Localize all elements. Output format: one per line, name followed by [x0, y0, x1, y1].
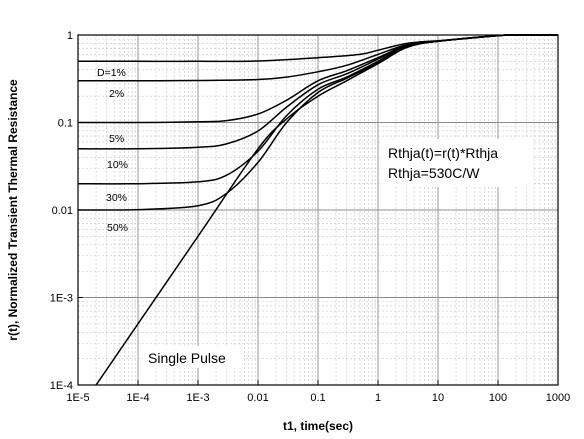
y-tick-label: 1: [67, 30, 73, 42]
curve-label-d2: 2%: [109, 88, 124, 100]
x-tick-label: 10: [432, 392, 444, 404]
formula-line-2: Rthja=530C/W: [388, 165, 480, 181]
curve-label-d50: 50%: [107, 222, 128, 234]
y-axis-title: r(t), Normalized Transient Thermal Resis…: [6, 79, 20, 341]
curve-label-d10: 10%: [107, 159, 128, 171]
grid: [77, 35, 558, 386]
y-tick-label: 1E-4: [50, 380, 73, 392]
y-tick-label: 0.01: [52, 205, 73, 217]
x-tick-label: 1E-4: [126, 392, 149, 404]
x-tick-label: 100: [489, 392, 507, 404]
tick-labels: 1E-5 1E-4 1E-3 0.01 0.1 1 10 100 100010.10.011E-…: [50, 30, 570, 404]
curve-label-d1: D=1%: [97, 67, 126, 79]
y-tick-label: 0.1: [58, 118, 73, 130]
curve-label-d30: 30%: [106, 192, 127, 204]
single-pulse-label-bg: [143, 346, 243, 368]
x-tick-label: 1E-5: [66, 392, 89, 404]
x-tick-label: 1: [375, 392, 381, 404]
curve-label-d5: 5%: [109, 133, 124, 145]
curve-single-pulse: [95, 34, 559, 386]
x-tick-label: 0.1: [310, 392, 325, 404]
y-tick-label: 1E-3: [50, 293, 73, 305]
formula-line-1: Rthja(t)=r(t)*Rthja: [388, 145, 498, 161]
x-axis-title: t1, time(sec): [283, 419, 353, 433]
x-tick-label: 1E-3: [186, 392, 209, 404]
x-tick-label: 1000: [546, 392, 570, 404]
x-tick-label: 0.01: [247, 392, 268, 404]
formula-box: [382, 139, 532, 187]
single-pulse-label: Single Pulse: [148, 350, 226, 366]
